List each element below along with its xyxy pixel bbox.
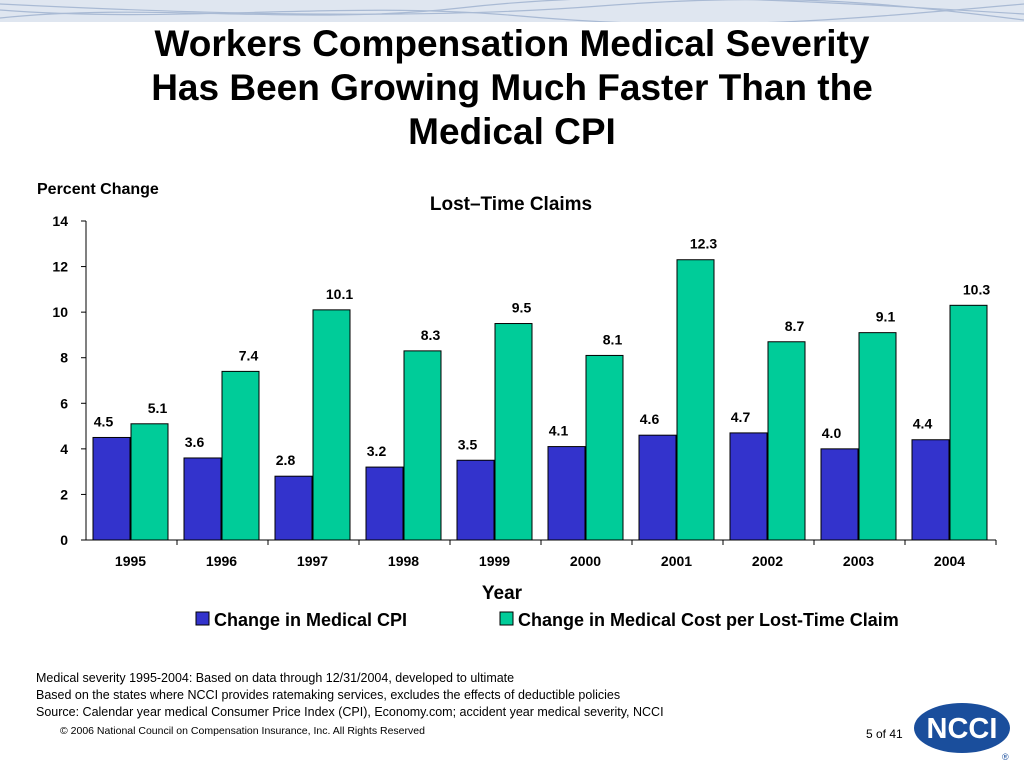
data-label-cost-per-claim: 10.1 [326,286,353,302]
bar-medical-cpi [547,446,586,541]
data-label-medical-cpi: 4.7 [731,409,751,425]
data-label-medical-cpi: 4.5 [94,413,114,429]
bar-medical-cpi [92,436,131,541]
data-label-cost-per-claim: 9.5 [512,300,532,316]
x-tick-label: 2003 [843,553,874,569]
page-number: 5 of 41 [866,727,903,741]
bar-cost-per-claim [858,332,897,541]
y-axis-label: Percent Change [37,181,159,198]
legend-swatch-medical-cpi [195,611,210,626]
y-tick-label: 12 [52,259,68,275]
x-tick-label: 2001 [661,553,692,569]
slide-title: Workers Compensation Medical Severity Ha… [151,23,873,152]
bar-cost-per-claim [312,309,351,541]
ncci-logo: NCCI ® [914,703,1010,762]
data-label-medical-cpi: 4.0 [822,425,842,441]
chart-title: Lost–Time Claims [430,194,592,215]
data-label-medical-cpi: 3.6 [185,434,205,450]
x-tick-label: 2004 [934,553,965,569]
data-label-cost-per-claim: 12.3 [690,236,717,252]
footnote-1: Medical severity 1995-2004: Based on dat… [36,671,515,685]
bar-cost-per-claim [676,259,715,541]
bar-cost-per-claim [130,423,169,541]
footnote-3: Source: Calendar year medical Consumer P… [36,705,664,719]
bar-medical-cpi [183,457,222,541]
data-label-cost-per-claim: 7.4 [239,347,259,363]
legend-label-cost-per-claim: Change in Medical Cost per Lost-Time Cla… [518,610,899,630]
y-tick-label: 8 [60,350,68,366]
header-band [0,0,1024,22]
legend: Change in Medical CPI Change in Medical C… [195,610,899,630]
bar-medical-cpi [729,432,768,541]
x-tick-label: 1999 [479,553,510,569]
logo-text: NCCI [927,713,998,745]
bar-medical-cpi [456,459,495,541]
data-label-medical-cpi: 3.2 [367,443,387,459]
copyright-notice: © 2006 National Council on Compensation … [60,725,425,737]
data-label-medical-cpi: 4.4 [913,416,933,432]
x-tick-label: 1995 [115,553,146,569]
data-label-cost-per-claim: 9.1 [876,309,896,325]
data-label-medical-cpi: 3.5 [458,436,478,452]
plot-area: 0 2 4 6 8 10 12 14 1995 4.5 5.1 1996 3.6 7.4 1997 2.8 10… [52,213,997,569]
logo-registered-mark: ® [1002,752,1009,762]
bar-chart: Percent Change Lost–Time Claims Year 0 2 4… [37,181,997,630]
bar-cost-per-claim [221,370,260,541]
x-tick-label: 1996 [206,553,237,569]
bar-cost-per-claim [949,304,988,541]
bar-medical-cpi [638,434,677,541]
data-label-cost-per-claim: 8.7 [785,318,805,334]
data-label-medical-cpi: 2.8 [276,452,296,468]
bar-medical-cpi [274,475,313,541]
footnote-2: Based on the states where NCCI provides … [36,688,621,702]
legend-label-medical-cpi: Change in Medical CPI [214,610,407,630]
y-tick-label: 0 [60,532,68,548]
y-tick-label: 2 [60,486,68,502]
y-tick-label: 14 [52,213,68,229]
x-tick-label: 2002 [752,553,783,569]
bar-cost-per-claim [767,341,806,541]
bar-cost-per-claim [494,323,533,541]
y-tick-label: 10 [52,304,68,320]
bar-cost-per-claim [403,350,442,541]
data-label-cost-per-claim: 10.3 [963,281,990,297]
x-tick-label: 2000 [570,553,601,569]
x-tick-label: 1997 [297,553,328,569]
data-label-cost-per-claim: 8.1 [603,331,623,347]
y-tick-label: 6 [60,395,68,411]
bar-medical-cpi [365,466,404,541]
y-tick-label: 4 [60,441,68,457]
bar-cost-per-claim [585,354,624,541]
data-label-cost-per-claim: 5.1 [148,400,168,416]
footnotes: Medical severity 1995-2004: Based on dat… [36,670,664,721]
data-label-cost-per-claim: 8.3 [421,327,441,343]
bar-medical-cpi [820,448,859,541]
legend-swatch-cost-per-claim [499,611,514,626]
data-label-medical-cpi: 4.6 [640,411,660,427]
bar-medical-cpi [911,439,950,541]
data-label-medical-cpi: 4.1 [549,423,569,439]
x-tick-label: 1998 [388,553,419,569]
x-axis-label: Year [482,583,523,604]
